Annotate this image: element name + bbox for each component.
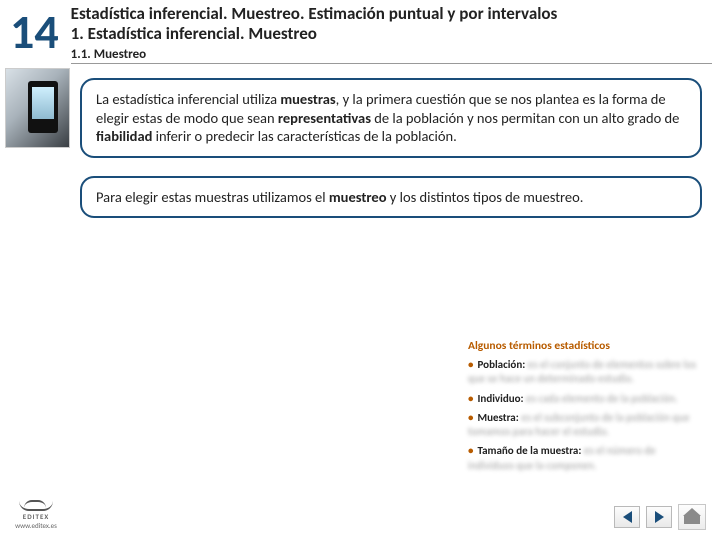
slide-nav xyxy=(614,504,706,530)
terms-heading: Algunos términos estadísticos xyxy=(468,339,698,354)
page-header: 14 Estadística inferencial. Muestreo. Es… xyxy=(0,0,720,64)
terms-item: Individuo: es cada elemento de la poblac… xyxy=(468,392,698,406)
header-text-block: Estadística inferencial. Muestreo. Estim… xyxy=(65,4,712,64)
info-card: Para elegir estas muestras utilizamos el… xyxy=(80,176,702,219)
terms-item: Muestra: es el subconjunto de la poblaci… xyxy=(468,411,698,440)
section-title: 1. Estadística inferencial. Muestreo xyxy=(71,24,712,44)
home-button[interactable] xyxy=(678,504,706,530)
chapter-number: 14 xyxy=(8,4,65,56)
publisher-url: www.editex.es xyxy=(8,521,64,530)
terms-item: Tamaño de la muestra: es el número de in… xyxy=(468,444,698,473)
home-icon xyxy=(684,510,700,524)
publisher-logo: EDITEX www.editex.es xyxy=(8,497,64,530)
chevron-left-icon xyxy=(623,511,632,523)
publisher-name: EDITEX xyxy=(8,512,64,521)
book-icon xyxy=(19,497,53,511)
next-button[interactable] xyxy=(646,506,672,528)
info-card: La estadística inferencial utiliza muest… xyxy=(80,78,702,158)
terms-item: Población: es el conjunto de elementos s… xyxy=(468,358,698,387)
terms-list: Población: es el conjunto de elementos s… xyxy=(468,358,698,473)
chapter-title: Estadística inferencial. Muestreo. Estim… xyxy=(71,4,712,24)
chevron-right-icon xyxy=(655,511,664,523)
prev-button[interactable] xyxy=(614,506,640,528)
main-content: La estadística inferencial utiliza muest… xyxy=(80,78,702,236)
terms-sidebar: Algunos términos estadísticos Población:… xyxy=(468,339,698,478)
subsection-title: 1.1. Muestreo xyxy=(71,47,712,64)
sidebar-thumbnail-image xyxy=(5,68,70,148)
